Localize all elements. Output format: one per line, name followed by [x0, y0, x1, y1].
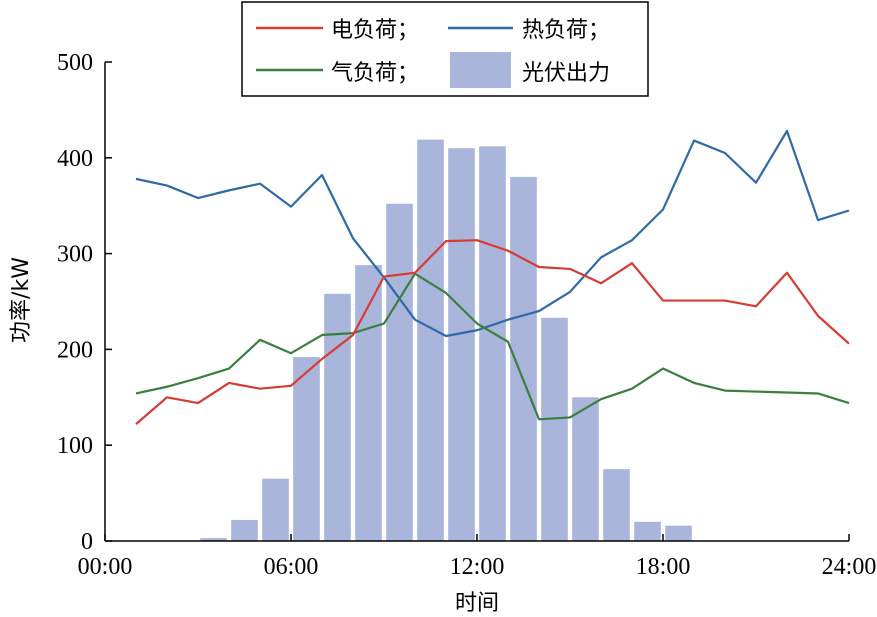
pv-bar: [386, 203, 413, 541]
x-tick-label: 24:00: [822, 554, 877, 580]
legend-label-heat: 热负荷；: [522, 18, 610, 43]
x-tick-label: 12:00: [450, 554, 505, 580]
load-lines: [135, 129, 850, 425]
y-tick-label: 400: [57, 146, 93, 172]
pv-bar: [603, 469, 630, 541]
pv-bar: [231, 519, 258, 541]
series-line-1: [135, 129, 850, 338]
series-line-2: [135, 272, 850, 421]
pv-bar: [541, 317, 568, 541]
y-tick-label: 200: [57, 337, 93, 363]
series-line-0: [135, 239, 850, 425]
legend-box: [241, 1, 649, 97]
y-tick-label: 500: [57, 50, 93, 76]
x-tick-label: 18:00: [636, 554, 691, 580]
axes: [104, 62, 849, 542]
legend-label-electric: 电负荷；: [331, 18, 419, 43]
pv-bar: [324, 293, 351, 541]
ticks: 00:00 06:00 12:00 18:00 24:00 0 100 200 300 400 50…: [57, 50, 876, 580]
x-tick-label: 06:00: [264, 554, 319, 580]
pv-bar: [262, 478, 289, 541]
pv-bar: [665, 525, 692, 541]
x-tick-label: 00:00: [78, 554, 133, 580]
y-tick-label: 100: [57, 433, 93, 459]
pv-bar: [479, 146, 506, 542]
pv-bars: [200, 139, 692, 542]
legend-label-pv: 光伏出力: [522, 61, 610, 86]
legend-swatch-pv: [450, 52, 511, 88]
legend: 电负荷； 热负荷； 气负荷； 光伏出力: [241, 1, 649, 97]
pv-bar: [200, 538, 227, 541]
y-tick-label: 300: [57, 242, 93, 268]
y-axis-title: 功率/kW: [9, 257, 34, 343]
pv-bar: [448, 148, 475, 541]
pv-bar: [293, 357, 320, 541]
x-axis-title: 时间: [455, 591, 499, 616]
pv-bar: [634, 521, 661, 541]
pv-bar: [572, 397, 599, 541]
y-tick-label: 0: [81, 529, 93, 555]
pv-bar: [417, 139, 444, 541]
pv-bar: [355, 265, 382, 541]
legend-label-gas: 气负荷；: [331, 61, 419, 86]
